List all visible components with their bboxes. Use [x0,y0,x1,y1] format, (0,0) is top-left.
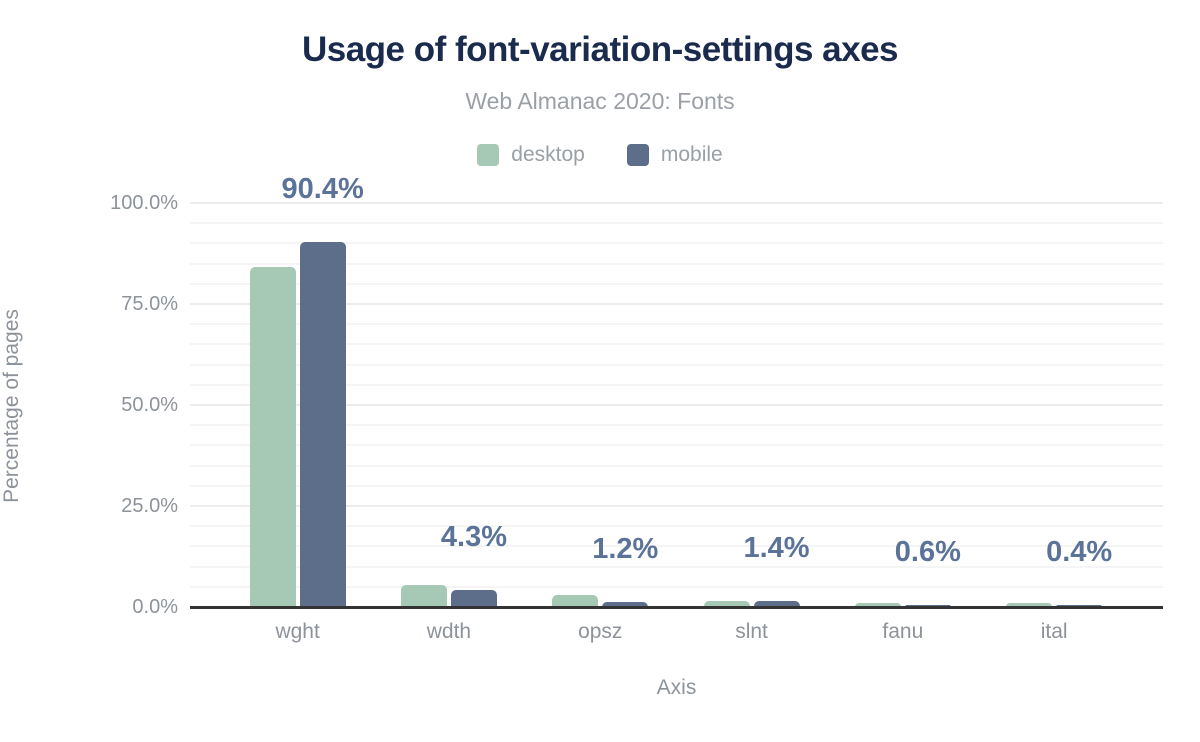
minor-gridline [190,222,1163,225]
bar-desktop-fanu[interactable] [854,603,901,607]
minor-gridline [190,262,1163,265]
bar-value-label-wght: 90.4% [281,172,364,205]
legend-label-desktop: desktop [511,143,585,166]
bar-mobile-opsz[interactable] [602,602,649,607]
y-axis-tick-label: 50.0% [121,394,178,416]
legend-item-desktop[interactable]: desktop [477,143,585,167]
minor-gridline [190,484,1163,487]
bar-mobile-slnt[interactable] [753,601,800,607]
y-axis-title: Percentage of pages [0,309,23,503]
minor-gridline [190,343,1163,346]
bar-mobile-wdth[interactable] [450,589,497,607]
y-axis-tick-label: 0.0% [132,596,178,618]
minor-gridline [190,363,1163,366]
bar-value-label-opsz: 1.2% [592,533,659,566]
major-gridline [190,505,1163,507]
major-gridline [190,404,1163,406]
bar-value-label-slnt: 1.4% [743,532,810,565]
legend: desktop mobile [0,143,1200,167]
bar-mobile-wght[interactable] [299,241,346,607]
x-axis-tick-label-wdth: wdth [426,620,472,643]
bar-value-label-ital: 0.4% [1046,536,1113,569]
x-axis-tick-label-ital: ital [1040,620,1068,643]
minor-gridline [190,585,1163,588]
minor-gridline [190,242,1163,245]
minor-gridline [190,424,1163,427]
x-axis-line [190,606,1163,609]
bar-value-label-wdth: 4.3% [440,520,507,553]
major-gridline [190,303,1163,305]
x-axis-title: Axis [656,676,697,699]
legend-item-mobile[interactable]: mobile [626,143,723,167]
minor-gridline [190,464,1163,467]
x-axis-tick-label-fanu: fanu [882,620,924,643]
bar-value-label-fanu: 0.6% [894,535,961,568]
minor-gridline [190,545,1163,548]
bar-desktop-ital[interactable] [1006,603,1053,607]
legend-label-mobile: mobile [660,143,723,166]
minor-gridline [190,525,1163,528]
plot-area: 0.0% 25.0% 50.0% 75.0% 100.0% 90.4% wght 4.3% wd… [110,173,1163,643]
legend-swatch-mobile-icon [626,144,649,166]
bar-mobile-fanu[interactable] [904,604,951,607]
bar-desktop-opsz[interactable] [552,594,599,607]
y-axis-tick-label: 100.0% [110,192,178,214]
minor-gridline [190,323,1163,326]
y-axis-tick-label: 25.0% [121,495,178,517]
minor-gridline [190,565,1163,568]
minor-gridline [190,282,1163,285]
chart-title: Usage of font-variation-settings axes [301,30,899,69]
minor-gridline [190,383,1163,386]
y-axis-tick-label: 75.0% [121,293,178,315]
legend-swatch-desktop-icon [477,144,500,166]
chart-subtitle: Web Almanac 2020: Fonts [465,88,735,114]
major-gridline [190,202,1163,204]
x-axis-tick-label-slnt: slnt [735,620,768,643]
minor-gridline [190,444,1163,447]
x-axis-tick-label-opsz: opsz [578,620,623,643]
bar-desktop-slnt[interactable] [703,600,750,607]
bar-desktop-wght[interactable] [249,266,296,607]
bar-desktop-wdth[interactable] [400,585,447,607]
x-axis-tick-label-wght: wght [275,620,320,643]
